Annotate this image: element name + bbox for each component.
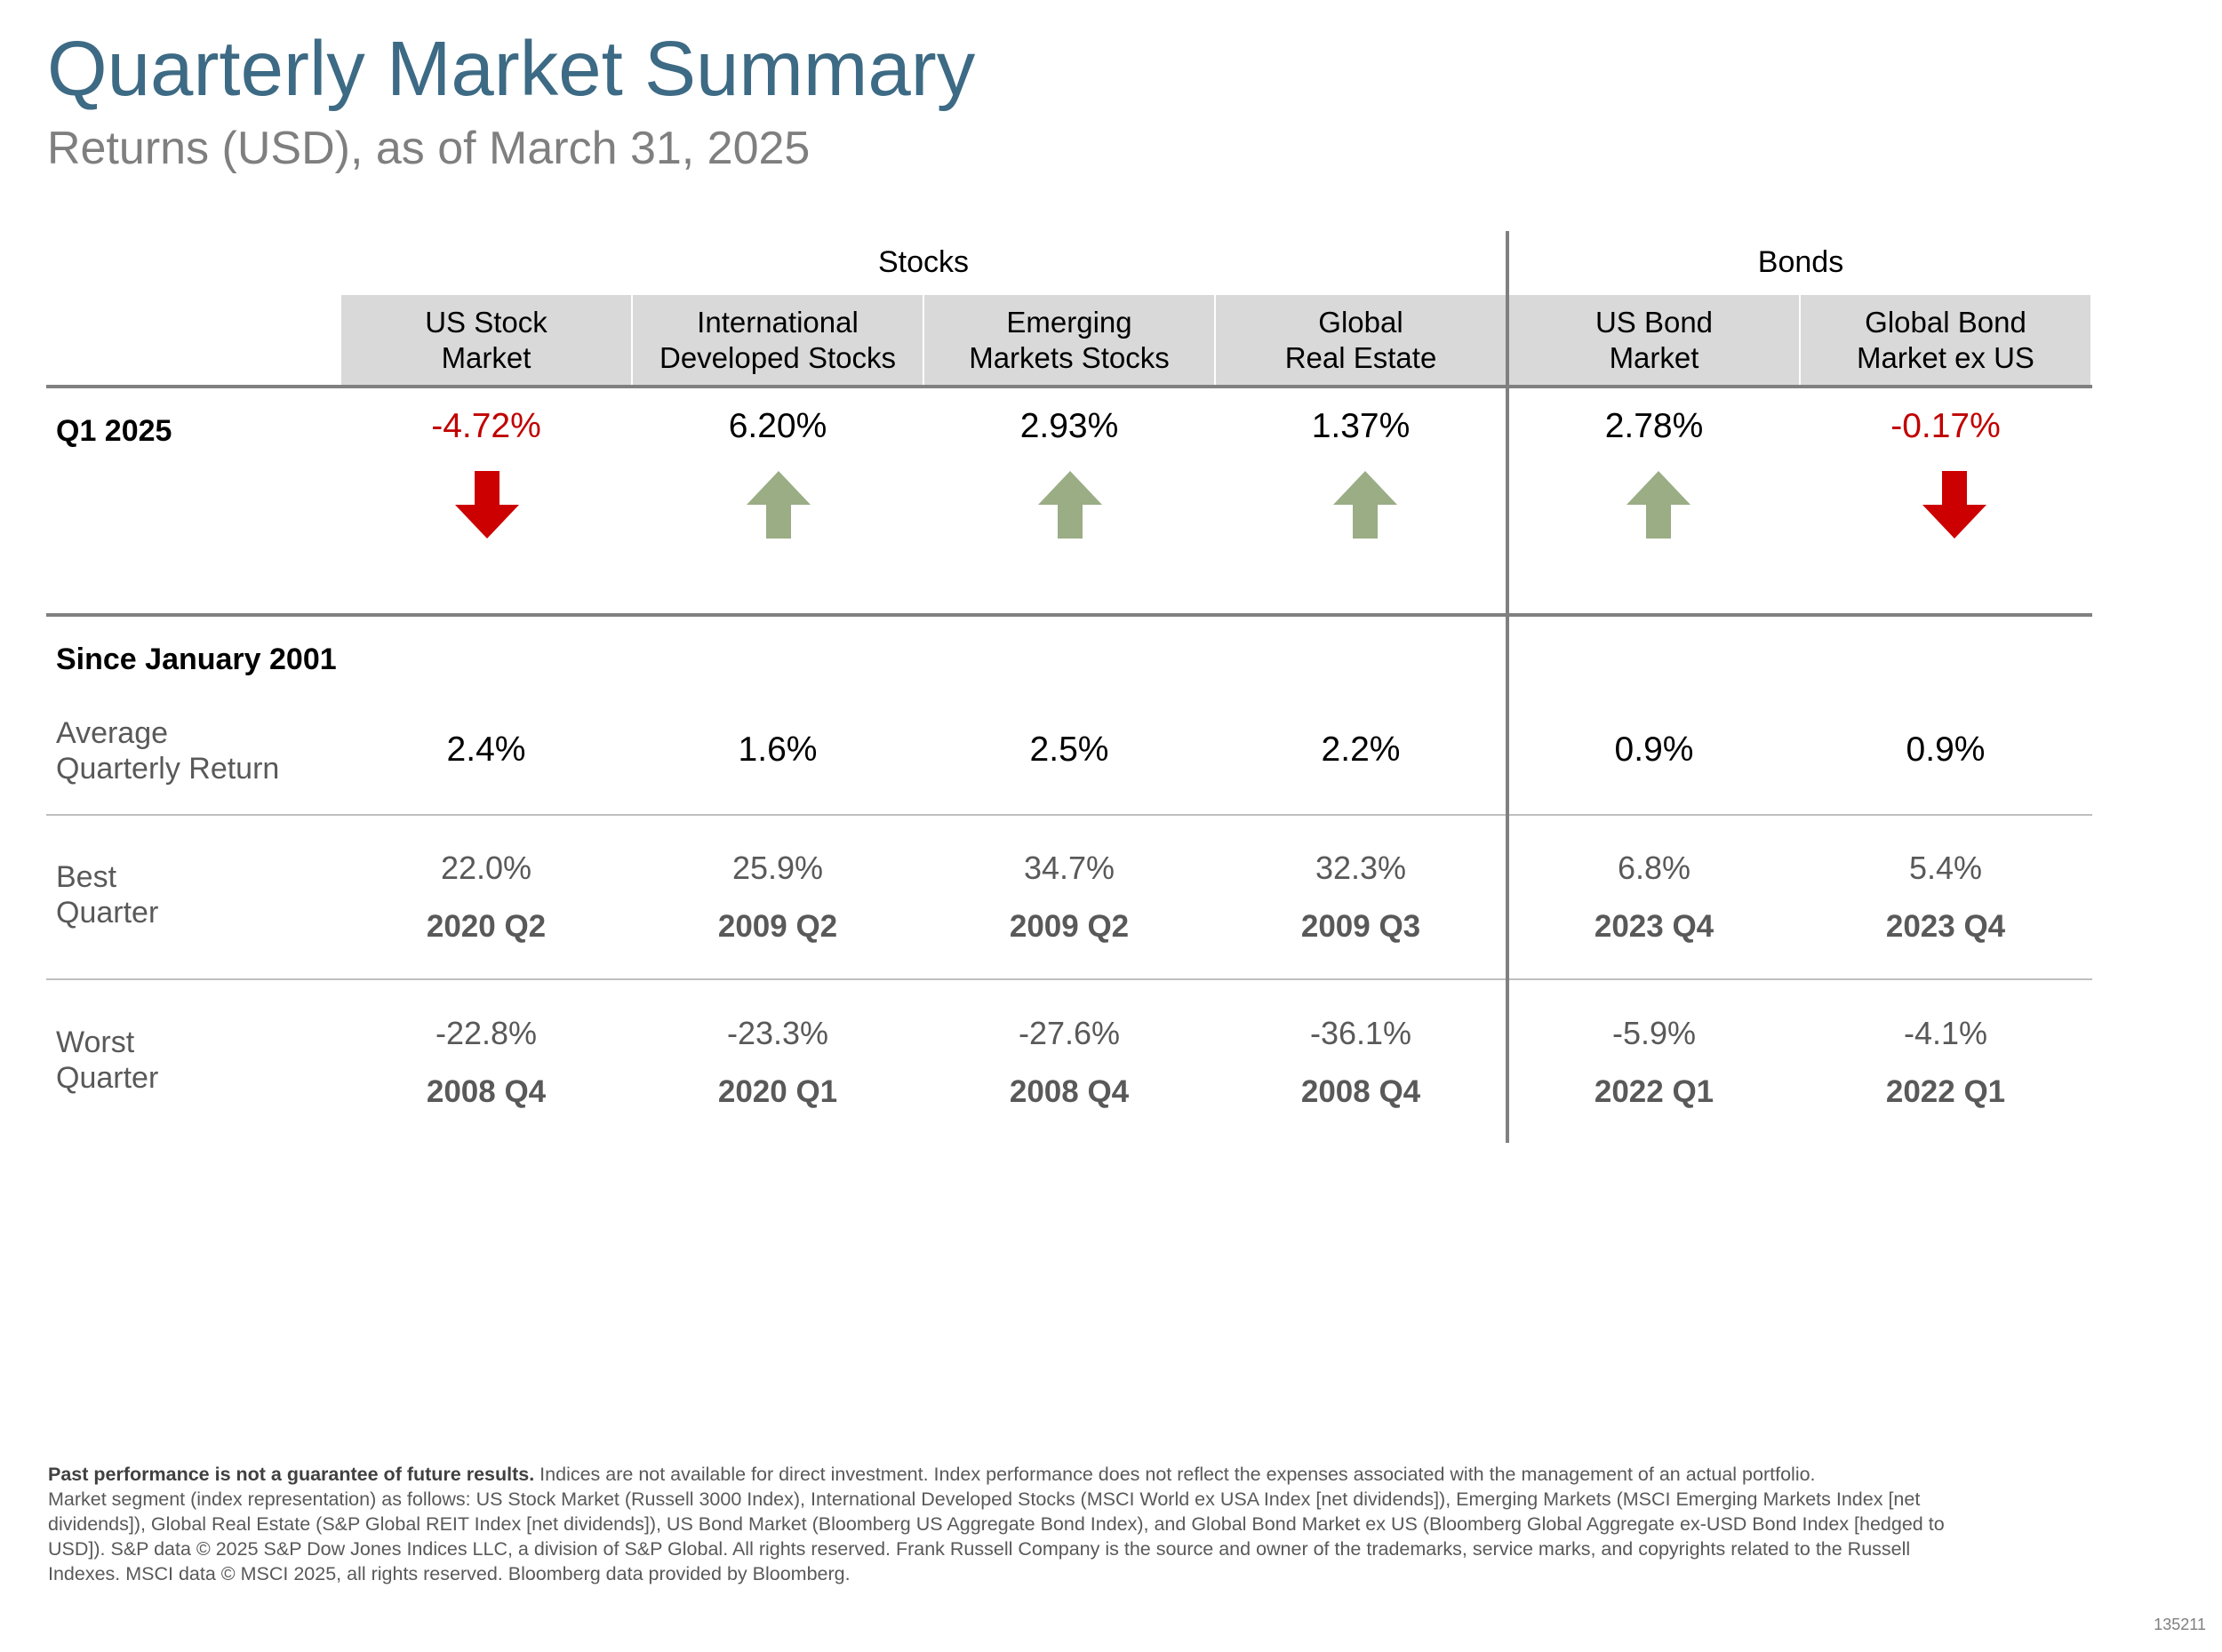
row-label-worst: Worst Quarter [56,1026,158,1097]
best-quarter: 2023 Q4 [1594,909,1714,944]
row-label-best: Best Quarter [56,860,158,931]
q1-value: 1.37% [1311,407,1411,445]
column-header-line: Global Bond [1865,306,2026,339]
column-header-line: Market [1609,341,1699,374]
q1-value: -4.72% [431,407,541,445]
arrow-down-icon [1922,471,1986,539]
column-header-line: Developed Stocks [659,341,896,374]
column-header-international-developed: International Developed Stocks [633,295,923,386]
disclaimer-footnote: Past performance is not a guarantee of f… [48,1463,2039,1587]
arrow-up-icon [1627,471,1690,539]
disclaimer-text: USD]). S&P data © 2025 S&P Dow Jones Ind… [48,1537,1911,1560]
q1-value: -0.17% [1890,407,2001,445]
best-quarter: 2009 Q3 [1300,909,1421,944]
disclaimer-text: Market segment (index representation) as… [48,1488,1921,1510]
average-value: 2.2% [1321,730,1401,769]
arrow-down-icon [455,471,519,539]
document-code: 135211 [2154,1616,2206,1633]
worst-value: -4.1% [1903,1015,1988,1051]
best-value: 5.4% [1908,850,1983,886]
q1-value: 6.20% [728,407,827,445]
group-label-stocks: Stocks [877,245,970,279]
average-value: 1.6% [738,730,818,769]
column-header-line: US Bond [1595,306,1714,339]
column-header-line: International [697,306,859,339]
row-label-line: Quarterly Return [56,751,280,786]
arrow-up-icon [1038,471,1102,539]
column-header-line: US Stock [425,306,548,339]
average-value: 2.5% [1029,730,1109,769]
worst-value: -22.8% [435,1015,538,1051]
stocks-bonds-divider [1506,231,1509,1143]
column-header-line: Markets Stocks [969,341,1170,374]
page-subtitle: Returns (USD), as of March 31, 2025 [47,123,811,174]
column-header-emerging-markets: Emerging Markets Stocks [924,295,1214,386]
best-value: 25.9% [731,850,824,886]
row-label-q1: Q1 2025 [56,414,172,448]
worst-quarter: 2022 Q1 [1594,1074,1714,1109]
worst-quarter: 2008 Q4 [1300,1074,1421,1109]
column-header-line: Real Estate [1284,341,1437,374]
row-label-line: Quarter [56,1060,159,1095]
row-label-line: Average [56,716,169,750]
row-divider [46,814,2092,816]
row-label-line: Best [56,860,117,894]
column-header-line: Market [441,341,532,374]
column-header-line: Global [1318,306,1403,339]
worst-value: -23.3% [726,1015,829,1051]
best-quarter: 2009 Q2 [717,909,838,944]
disclaimer-text: dividends]), Global Real Estate (S&P Glo… [48,1512,1945,1535]
worst-quarter: 2008 Q4 [1009,1074,1130,1109]
arrow-up-icon [747,471,811,539]
worst-value: -36.1% [1309,1015,1412,1051]
group-label-bonds: Bonds [1757,245,1844,279]
average-value: 0.9% [1906,730,1986,769]
best-quarter: 2023 Q4 [1885,909,2006,944]
best-value: 22.0% [440,850,532,886]
column-header-line: Emerging [1006,306,1132,339]
section-label-since: Since January 2001 [56,642,337,676]
best-quarter: 2020 Q2 [426,909,547,944]
best-quarter: 2009 Q2 [1009,909,1130,944]
worst-quarter: 2008 Q4 [426,1074,547,1109]
worst-value: -27.6% [1018,1015,1121,1051]
q1-value: 2.93% [1019,407,1119,445]
q1-value: 2.78% [1604,407,1704,445]
disclaimer-text: Indexes. MSCI data © MSCI 2025, all righ… [48,1562,851,1584]
column-header-us-bond-market: US Bond Market [1509,295,1799,386]
row-label-average: Average Quarterly Return [56,716,279,787]
column-header-global-real-estate: Global Real Estate [1216,295,1506,386]
worst-quarter: 2022 Q1 [1885,1074,2006,1109]
best-value: 34.7% [1023,850,1115,886]
page-title: Quarterly Market Summary [47,26,976,112]
row-label-line: Quarter [56,895,159,930]
column-header-us-stock-market: US Stock Market [341,295,631,386]
disclaimer-text: Indices are not available for direct inv… [534,1464,1816,1485]
row-label-line: Worst [56,1026,135,1059]
worst-quarter: 2020 Q1 [717,1074,838,1109]
disclaimer-bold: Past performance is not a guarantee of f… [48,1464,535,1485]
row-divider [46,978,2092,980]
best-value: 6.8% [1617,850,1691,886]
best-value: 32.3% [1315,850,1407,886]
arrow-up-icon [1333,471,1397,539]
worst-value: -5.9% [1611,1015,1697,1051]
section-rule [46,613,2092,617]
average-value: 0.9% [1614,730,1694,769]
header-rule [46,385,2092,388]
column-header-global-bond-ex-us: Global Bond Market ex US [1801,295,2090,386]
column-header-line: Market ex US [1857,341,2034,374]
average-value: 2.4% [446,730,526,769]
